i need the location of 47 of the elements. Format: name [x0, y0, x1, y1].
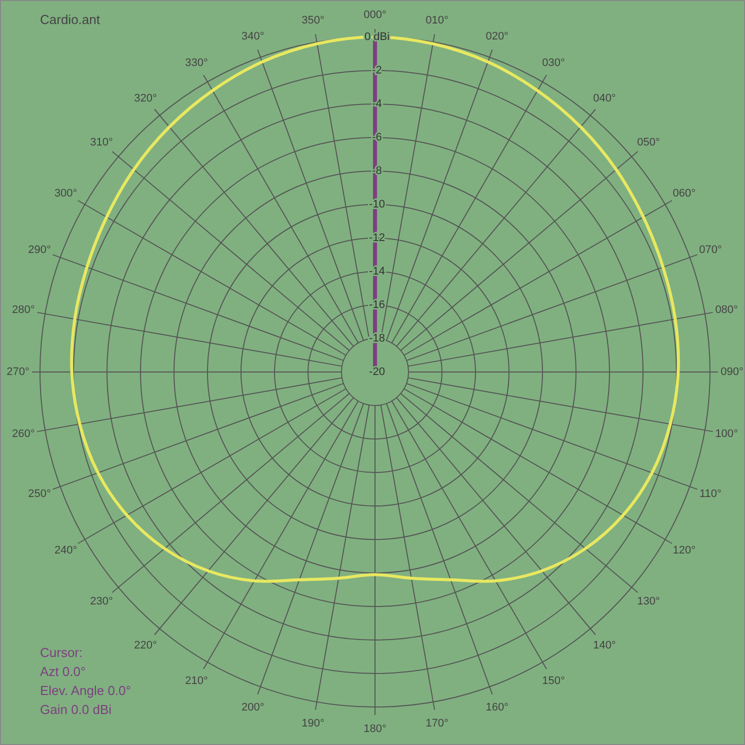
spoke-label: 020° [486, 30, 508, 43]
text: Gain 0.0 dBi [40, 702, 112, 717]
spoke-label: 160° [486, 701, 508, 714]
spoke-label: 040° [593, 92, 616, 105]
y-tick-label: -8 [372, 165, 382, 177]
chart-title: Cardio.ant [40, 12, 100, 27]
spoke-label: 050° [637, 136, 660, 149]
spoke-label: 220° [134, 639, 157, 652]
text: Elev. Angle 0.0° [40, 683, 131, 698]
spoke-label: 200° [242, 701, 264, 714]
spoke-label: 010° [426, 14, 448, 26]
spoke-label: 140° [593, 639, 616, 652]
spoke-label: 120° [672, 544, 696, 556]
spoke-label: 270° [6, 366, 30, 378]
spoke-label: 330° [185, 56, 208, 69]
spoke-label: 100° [715, 428, 738, 440]
spoke-label: 080° [715, 304, 738, 316]
spoke-label: 030° [542, 56, 565, 69]
spoke-label: 240° [54, 544, 78, 556]
text: Cursor: [40, 645, 83, 660]
spoke-label: 340° [242, 30, 264, 43]
spoke-label: 290° [28, 244, 51, 256]
spoke-label: 070° [699, 244, 722, 256]
spoke-label: 210° [185, 675, 208, 688]
y-tick-label: -20 [369, 366, 385, 378]
spoke-label: 090° [720, 366, 744, 378]
spoke-label: 250° [28, 488, 51, 500]
spoke-label: 180° [364, 723, 386, 735]
spoke-label: 190° [302, 718, 324, 730]
spoke-label: 350° [302, 14, 324, 26]
spoke-label: 260° [12, 428, 35, 440]
y-tick-label: -2 [372, 64, 382, 76]
spoke-label: 320° [134, 92, 157, 105]
spoke-label: 000° [364, 9, 386, 21]
spoke-label: 110° [700, 488, 722, 500]
spoke-label: 150° [542, 675, 565, 688]
y-tick-label: 0 dBi [364, 31, 390, 43]
text: Azt 0.0° [40, 664, 86, 679]
spoke-label: 170° [426, 718, 448, 730]
spoke-label: 310° [90, 136, 113, 149]
spoke-label: 300° [54, 188, 78, 200]
spoke-label: 130° [637, 595, 660, 608]
spoke-label: 060° [672, 188, 696, 200]
y-tick-label: -4 [372, 98, 382, 110]
y-tick-label: -6 [372, 132, 382, 144]
spoke-label: 280° [12, 304, 35, 316]
spoke-label: 230° [90, 595, 113, 608]
